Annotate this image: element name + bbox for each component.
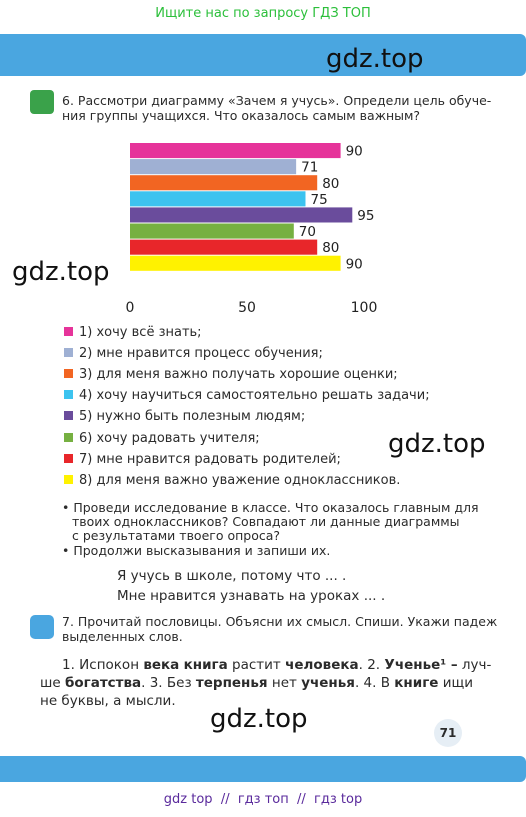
prompt: Мне нравится узнавать на уроках ... . xyxy=(117,588,386,604)
value-label: 75 xyxy=(311,192,328,208)
bar xyxy=(130,239,318,255)
bar xyxy=(130,143,341,159)
proverb-text: богатства xyxy=(64,675,142,691)
legend-swatch xyxy=(64,327,73,336)
legend-label: 3) для меня важно получать хорошие оценк… xyxy=(79,367,398,383)
bottom-band xyxy=(0,756,526,782)
proverb-line: ше богатства. 3. Без терпенья нет ученья… xyxy=(40,675,473,691)
legend-swatch xyxy=(64,348,73,358)
legend-swatch xyxy=(64,411,73,421)
page-number: 71 xyxy=(434,719,462,747)
legend-label: 2) мне нравится процесс обучения; xyxy=(79,346,323,362)
legend-swatch xyxy=(64,369,73,379)
bar xyxy=(130,191,306,207)
proverb-line: 1. Испокон века книга растит человека. 2… xyxy=(62,657,491,673)
watermark: gdz.top xyxy=(12,257,110,287)
proverb-text: ищи xyxy=(438,675,473,691)
proverb-text: книге xyxy=(394,675,439,691)
proverb-text: . 2. xyxy=(358,657,385,673)
legend-swatch xyxy=(64,474,73,484)
legend-item: 2) мне нравится процесс обучения; xyxy=(64,346,323,361)
task-text: 7. Прочитай пословицы. Объясни их смысл.… xyxy=(62,614,498,629)
proverb-text: ше xyxy=(40,675,65,691)
legend-swatch xyxy=(64,453,73,463)
proverb-text: Ученье¹ – xyxy=(384,657,458,673)
proverb-text: растит xyxy=(227,657,286,673)
prompt: Я учусь в школе, потому что ... . xyxy=(117,568,347,584)
proverb-text: . 4. В xyxy=(354,675,395,691)
legend-swatch xyxy=(64,390,73,400)
bullet: с результатами твоего опроса? xyxy=(72,528,281,543)
value-label: 90 xyxy=(346,144,363,160)
proverb-text: человека xyxy=(285,657,359,673)
proverb-text: века xyxy=(143,657,180,673)
legend-swatch xyxy=(64,432,73,442)
value-label: 70 xyxy=(299,224,316,240)
bullet: • Продолжи высказывания и запиши их. xyxy=(62,543,331,558)
legend-item: 5) нужно быть полезным людям; xyxy=(64,409,305,424)
legend-item: 6) хочу радовать учителя; xyxy=(64,431,260,446)
value-label: 80 xyxy=(322,176,339,192)
value-label: 71 xyxy=(301,160,318,176)
bar xyxy=(130,175,318,191)
proverb-text: . 3. Без xyxy=(141,675,196,691)
top-band xyxy=(0,34,526,76)
proverb-text: луч- xyxy=(457,657,492,673)
x-tick-label: 100 xyxy=(351,300,378,316)
value-label: 90 xyxy=(346,256,363,272)
value-label: 80 xyxy=(322,240,339,256)
legend-label: 5) нужно быть полезным людям; xyxy=(79,409,306,425)
banner: Ищите нас по запросу ГДЗ ТОП xyxy=(155,6,371,21)
task-icon xyxy=(30,615,54,639)
bar xyxy=(130,159,297,175)
value-label: 95 xyxy=(357,208,374,224)
legend-label: 8) для меня важно уважение однокласснико… xyxy=(79,472,401,488)
task-icon xyxy=(30,90,54,114)
task-text: ния группы учащихся. Что оказалось самым… xyxy=(62,108,421,123)
watermark: gdz.top xyxy=(326,44,424,74)
task-text: 6. Рассмотри диаграмму «Зачем я учусь». … xyxy=(62,93,492,108)
legend-item: 7) мне нравится радовать родителей; xyxy=(64,452,341,467)
bar xyxy=(130,255,341,271)
bar xyxy=(130,223,294,239)
legend-label: 7) мне нравится радовать родителей; xyxy=(79,451,341,467)
proverb-text: не буквы, а мысли. xyxy=(40,693,176,709)
proverb-text: нет xyxy=(267,675,302,691)
legend-item: 4) хочу научиться самостоятельно решать … xyxy=(64,388,430,403)
legend-label: 6) хочу радовать учителя; xyxy=(79,430,260,446)
footer: gdz top // гдз топ // гдз top xyxy=(163,792,363,807)
proverb-text: книга xyxy=(183,657,228,673)
proverb-text: ученья xyxy=(301,675,355,691)
proverb-line: не буквы, а мысли. xyxy=(40,693,176,709)
task-text: выделенных слов. xyxy=(62,629,183,644)
legend-label: 4) хочу научиться самостоятельно решать … xyxy=(79,388,430,404)
legend-item: 3) для меня важно получать хорошие оценк… xyxy=(64,367,398,382)
bullet: твоих одноклассников? Совпадают ли данны… xyxy=(72,514,460,529)
proverb-text: 1. Испокон xyxy=(62,657,144,673)
watermark: gdz.top xyxy=(388,429,486,459)
proverb-text: терпенья xyxy=(195,675,268,691)
x-tick-label: 0 xyxy=(126,300,135,316)
watermark: gdz.top xyxy=(210,704,308,734)
legend-item: 1) хочу всё знать; xyxy=(64,325,202,340)
legend-label: 1) хочу всё знать; xyxy=(79,325,202,340)
bar xyxy=(130,207,353,223)
bullet: • Проведи исследование в классе. Что ока… xyxy=(62,500,479,515)
x-tick-label: 50 xyxy=(238,300,256,316)
legend-item: 8) для меня важно уважение однокласснико… xyxy=(64,473,400,488)
